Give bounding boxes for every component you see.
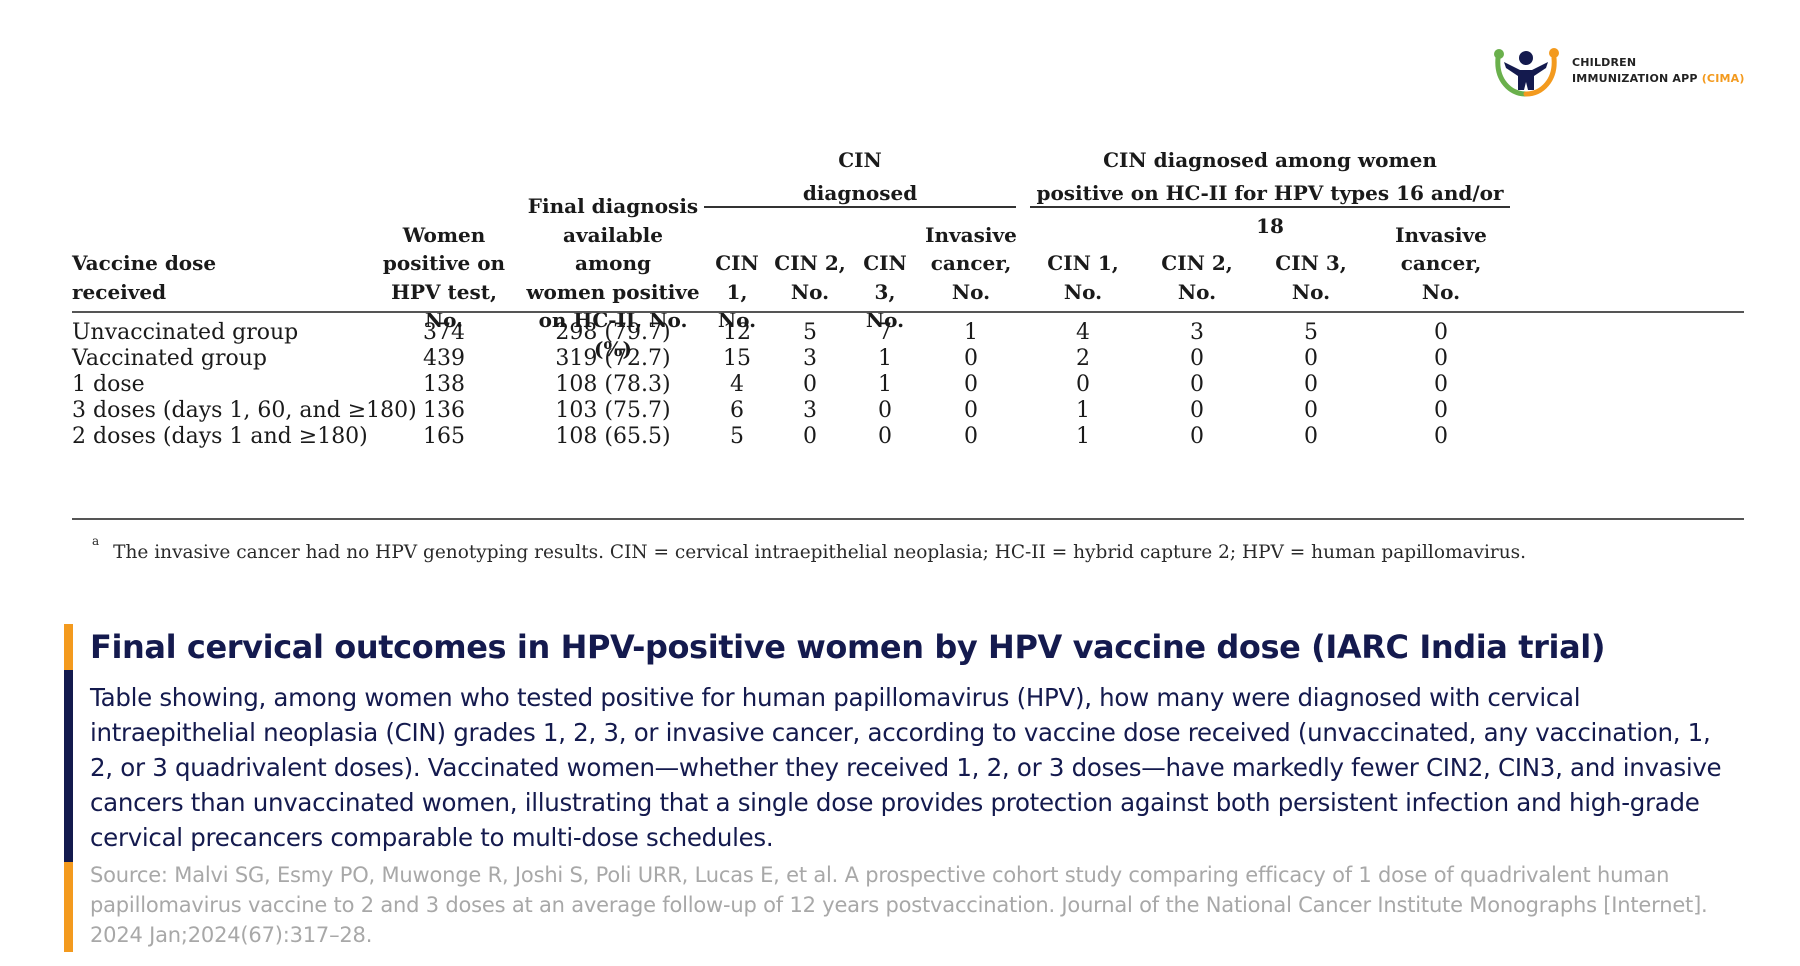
table-cell: 138 [423,372,465,397]
table-cell: 5 [730,424,744,449]
column-header-hc2-cin1: CIN 1, No. [1047,251,1119,304]
table-body: Unvaccinated group 374 298 (79.7) 12 5 7 1 4 3 5 0… [72,320,1744,450]
table-cell: 0 [1190,372,1204,397]
table-cell: 108 (78.3) [555,372,671,397]
column-header-hc2-invasive: Invasive cancer, No. [1395,222,1487,304]
caption-body: Table showing, among women who tested po… [90,683,1722,852]
table-cell: 0 [964,424,978,449]
accent-bar-bottom [64,862,73,952]
column-header-vaccine-dose: Vaccine dose received [72,251,217,304]
header-rule [72,311,1744,313]
accent-bar-top [64,624,73,670]
table-cell: 0 [803,372,817,397]
table-cell: 2 [1076,346,1090,371]
table-cell: 1 [964,320,978,345]
column-header-hc2-cin2: CIN 2, No. [1161,251,1233,304]
table-cell: 0 [803,424,817,449]
table-cell: 12 [723,320,751,345]
column-header-invasive: Invasive cancer, No. [925,222,1017,304]
logo-text: CHILDREN IMMUNIZATION APP (CIMA) [1572,55,1745,87]
table-row: Unvaccinated group 374 298 (79.7) 12 5 7 1 4 3 5 0 [72,320,1744,346]
table-cell: 439 [423,346,465,371]
table-cell: 1 [1076,398,1090,423]
footnote-mark: a [92,534,100,548]
table-cell: 0 [1304,398,1318,423]
table-cell: 0 [1076,372,1090,397]
table-cell: 103 (75.7) [555,398,671,423]
cima-logo-icon [1494,48,1559,97]
table-footnote: a The invasive cancer had no HPV genotypi… [92,534,1527,564]
caption-title: Final cervical outcomes in HPV-positive … [90,628,1606,666]
row-label: 3 doses (days 1, 60, and ≥180) [72,398,417,423]
table-row: 2 doses (days 1 and ≥180) 165 108 (65.5) 5 0… [72,424,1744,450]
table-cell: 15 [723,346,751,371]
group-line-cin-diagnosed [704,206,1016,208]
table-cell: 0 [1190,346,1204,371]
table-cell: 0 [964,346,978,371]
logo-line-1: CHILDREN [1572,56,1637,69]
row-label: 1 dose [72,372,145,397]
column-header-hc2-cin3: CIN 3, No. [1275,251,1347,304]
table-cell: 0 [878,398,892,423]
column-header-cin2: CIN 2, No. [774,251,846,304]
group-header-cin-diagnosed: CIN diagnosed [802,148,918,205]
table-cell: 5 [1304,320,1318,345]
table-cell: 4 [730,372,744,397]
table-cell: 0 [1434,372,1448,397]
table-cell: 1 [1076,424,1090,449]
table-cell: 4 [1076,320,1090,345]
table-cell: 0 [1304,346,1318,371]
table-cell: 3 [1190,320,1204,345]
table-row: 3 doses (days 1, 60, and ≥180) 136 103 (75… [72,398,1744,424]
table-cell: 7 [878,320,892,345]
table-cell: 6 [730,398,744,423]
table-cell: 0 [1190,424,1204,449]
caption-source: Source: Malvi SG, Esmy PO, Muwonge R, Jo… [90,863,1708,947]
logo-accent: (CIMA) [1701,72,1745,85]
table-cell: 1 [878,346,892,371]
row-label: Vaccinated group [72,346,267,371]
table-cell: 136 [423,398,465,423]
footnote-text: The invasive cancer had no HPV genotypin… [113,542,1527,564]
table-cell: 374 [423,320,465,345]
group-line-cin-hc2 [1030,206,1510,208]
table-cell: 108 (65.5) [555,424,671,449]
table-cell: 0 [964,372,978,397]
bottom-rule [72,518,1744,520]
table-cell: 0 [1434,346,1448,371]
outcomes-table: CIN diagnosed CIN diagnosed among women … [72,148,1744,563]
row-label: 2 doses (days 1 and ≥180) [72,424,368,449]
table-cell: 3 [803,346,817,371]
row-label: Unvaccinated group [72,320,299,345]
column-header-women-positive: Women positive on HPV test, No. [382,222,506,333]
table-cell: 0 [1434,398,1448,423]
table-cell: 0 [1434,424,1448,449]
table-cell: 298 (79.7) [555,320,671,345]
table-cell: 319 (72.7) [555,346,671,371]
accent-bar-navy [64,670,73,862]
table-cell: 5 [803,320,817,345]
table-cell: 0 [964,398,978,423]
table-cell: 0 [1434,320,1448,345]
table-cell: 0 [1304,372,1318,397]
logo-line-2: IMMUNIZATION APP (CIMA) [1572,72,1745,85]
table-cell: 165 [423,424,465,449]
cima-logo: CHILDREN IMMUNIZATION APP (CIMA) [1490,44,1745,98]
table-cell: 0 [1190,398,1204,423]
table-header: CIN diagnosed CIN diagnosed among women … [72,148,1744,361]
table-cell: 0 [1304,424,1318,449]
table-cell: 3 [803,398,817,423]
table-row: 1 dose 138 108 (78.3) 4 0 1 0 0 0 0 0 [72,372,1744,398]
table-row: Vaccinated group 439 319 (72.7) 15 3 1 0 2 0 0 0 [72,346,1744,372]
group-header-cin-hc2: CIN diagnosed among women positive on HC… [1036,148,1504,238]
table-cell: 0 [878,424,892,449]
table-cell: 1 [878,372,892,397]
